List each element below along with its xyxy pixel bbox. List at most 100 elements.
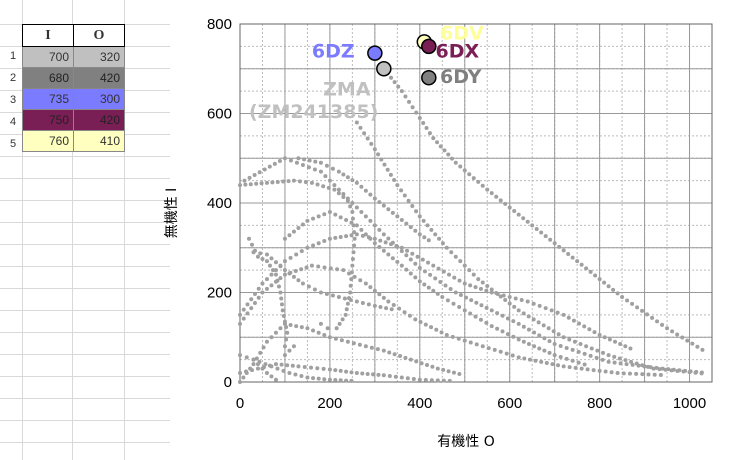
background-point: [606, 359, 611, 364]
background-point: [402, 310, 407, 315]
table-row: 760 410: [22, 130, 125, 152]
background-point: [421, 121, 426, 126]
background-point: [516, 321, 521, 326]
background-point: [326, 185, 331, 190]
background-point: [238, 183, 242, 188]
background-point: [510, 353, 515, 358]
background-point: [279, 302, 284, 307]
background-point: [588, 353, 593, 358]
background-point: [258, 251, 263, 256]
background-point: [476, 179, 481, 184]
background-point: [352, 236, 357, 241]
background-point: [368, 192, 373, 197]
background-point: [505, 316, 510, 321]
background-point: [407, 313, 412, 318]
background-point: [351, 250, 356, 255]
background-point: [277, 159, 282, 164]
background-point: [695, 344, 700, 349]
background-point: [457, 371, 462, 376]
background-point: [318, 160, 323, 165]
table-cell-O[interactable]: 410: [73, 130, 125, 152]
table-cell-O[interactable]: 420: [73, 67, 125, 89]
data-point-6dz[interactable]: [367, 45, 383, 61]
background-point: [350, 263, 355, 268]
background-point: [534, 226, 539, 231]
background-point: [360, 371, 365, 376]
background-point: [365, 371, 370, 376]
background-point: [495, 291, 500, 296]
background-point: [275, 366, 280, 371]
table-cell-O[interactable]: 320: [73, 46, 125, 68]
data-point-6dy[interactable]: [421, 69, 437, 86]
background-point: [627, 371, 632, 376]
background-point: [621, 371, 626, 376]
background-point: [582, 324, 587, 329]
background-point: [666, 367, 671, 372]
background-point: [494, 194, 499, 199]
background-point: [381, 295, 386, 300]
background-point: [584, 344, 589, 349]
background-point: [576, 360, 581, 365]
background-point: [344, 234, 349, 239]
background-point: [573, 365, 578, 370]
background-point: [395, 183, 400, 188]
background-point: [423, 377, 428, 382]
background-point: [381, 203, 386, 208]
background-point: [700, 347, 705, 352]
background-point: [413, 228, 418, 233]
background-point: [451, 370, 456, 375]
background-point: [324, 163, 329, 168]
background-point: [291, 274, 296, 279]
background-point: [552, 353, 557, 358]
background-point: [270, 268, 275, 273]
background-point: [546, 326, 551, 331]
data-point-6dx[interactable]: [421, 38, 437, 55]
table-cell-I[interactable]: 735: [22, 88, 74, 110]
background-point: [372, 223, 377, 228]
background-point: [381, 348, 386, 353]
table-cell-I[interactable]: 760: [22, 130, 74, 152]
background-point: [254, 356, 259, 361]
background-point: [439, 330, 444, 335]
background-point: [386, 252, 391, 257]
background-point: [404, 221, 409, 226]
background-point: [275, 278, 280, 283]
background-point: [525, 219, 530, 224]
background-point: [245, 302, 250, 307]
background-point: [294, 252, 299, 257]
background-point: [402, 193, 407, 198]
background-point: [425, 362, 430, 367]
table-cell-O[interactable]: 300: [73, 88, 125, 110]
background-point: [399, 188, 404, 193]
background-point: [341, 268, 346, 273]
background-point: [537, 303, 542, 308]
table-row: 750 420: [22, 109, 125, 131]
background-point: [269, 256, 274, 261]
background-point: [251, 250, 256, 255]
background-point: [255, 362, 260, 367]
background-point: [683, 368, 688, 373]
background-point: [377, 200, 382, 205]
background-point: [527, 357, 532, 362]
table-cell-O[interactable]: 420: [73, 109, 125, 131]
background-point: [589, 346, 594, 351]
data-point-zma[interactable]: [376, 61, 392, 77]
background-point: [694, 369, 699, 374]
header-O[interactable]: O: [73, 24, 125, 47]
background-point: [539, 230, 544, 235]
background-point: [348, 204, 353, 209]
background-point: [316, 264, 321, 269]
background-point: [547, 339, 552, 344]
background-point: [243, 182, 248, 187]
sheet-gridline: [0, 200, 170, 201]
background-point: [577, 321, 582, 326]
background-point: [521, 311, 526, 316]
background-point: [634, 371, 639, 376]
background-point: [354, 180, 359, 185]
table-cell-I[interactable]: 680: [22, 67, 74, 89]
background-point: [594, 355, 599, 360]
background-point: [433, 276, 438, 281]
background-point: [566, 252, 571, 257]
background-point: [561, 364, 566, 369]
table-cell-I[interactable]: 750: [22, 109, 74, 131]
